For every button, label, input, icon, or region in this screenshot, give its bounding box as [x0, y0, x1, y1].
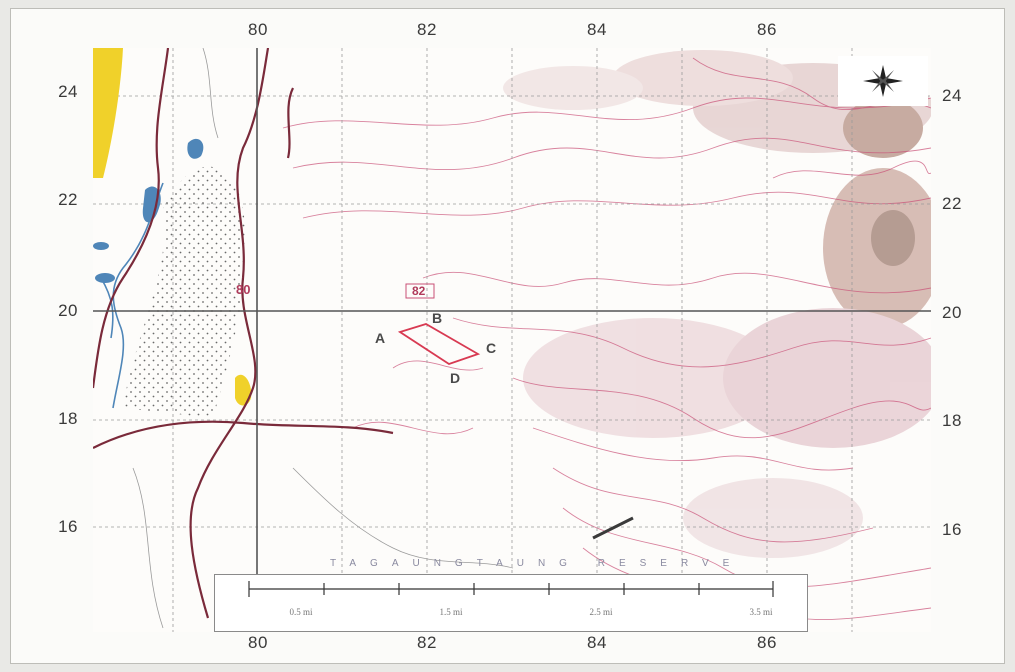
scale-label-0-5: 0.5 mi	[289, 607, 313, 617]
right-tick-24: 24	[942, 86, 962, 105]
bottom-tick-82: 82	[417, 633, 437, 652]
left-tick-20: 20	[58, 301, 78, 320]
top-tick-82: 82	[417, 20, 437, 39]
ridge-marker	[592, 516, 634, 540]
contour-lines	[282, 57, 931, 620]
top-tick-84: 84	[587, 20, 607, 39]
topographic-map[interactable]	[93, 48, 931, 632]
right-tick-22: 22	[942, 194, 962, 213]
scale-bar: 0.5 mi 1.5 mi 2.5 mi 3.5 mi	[214, 574, 808, 632]
sand-patch-south	[235, 374, 252, 406]
top-tick-80: 80	[248, 20, 268, 39]
floodplain-pattern	[123, 166, 246, 418]
left-tick-16: 16	[58, 517, 78, 536]
left-tick-24: 24	[58, 82, 78, 101]
contour-label-80: 80	[236, 282, 251, 297]
top-tick-86: 86	[757, 20, 777, 39]
left-tick-18: 18	[58, 409, 78, 428]
bottom-tick-84: 84	[587, 633, 607, 652]
point-label-d: D	[450, 370, 461, 386]
sand-patch-north	[93, 48, 123, 178]
bottom-tick-80: 80	[248, 633, 268, 652]
water-bodies	[93, 138, 204, 283]
right-tick-18: 18	[942, 411, 962, 430]
reserve-name-label: TAGAUNGTAUNG RESERVE	[330, 558, 744, 569]
contour-label-82: 82	[412, 284, 426, 298]
right-tick-20: 20	[942, 303, 962, 322]
compass-star-icon	[863, 65, 903, 97]
left-tick-22: 22	[58, 190, 78, 209]
secondary-lines	[132, 48, 514, 629]
right-tick-16: 16	[942, 520, 962, 539]
point-label-b: B	[432, 310, 443, 326]
rivers	[93, 48, 394, 619]
compass-box	[838, 56, 928, 106]
point-label-c: C	[486, 340, 497, 356]
survey-block-abcd[interactable]	[397, 323, 481, 365]
terrain-relief	[503, 50, 931, 558]
scale-label-2-5: 2.5 mi	[589, 607, 613, 617]
point-label-a: A	[375, 330, 386, 346]
scale-label-3-5: 3.5 mi	[749, 607, 773, 617]
scale-label-1-5: 1.5 mi	[439, 607, 463, 617]
contour-82-box	[405, 283, 435, 299]
scale-bar-ruler	[248, 581, 774, 597]
bottom-tick-86: 86	[757, 633, 777, 652]
